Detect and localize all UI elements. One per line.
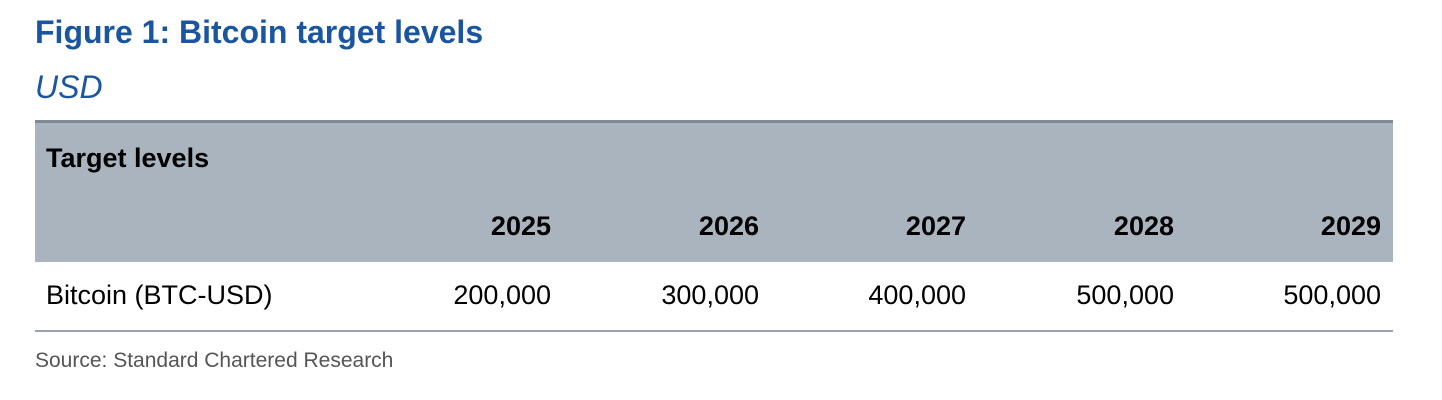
table-cell: 200,000 [453,280,551,310]
table-bottom-rule [35,330,1393,332]
row-label: Bitcoin (BTC-USD) [46,280,273,310]
column-header: 2029 [1320,211,1381,241]
column-header: 2027 [905,211,966,241]
source-note: Source: Standard Chartered Research [35,349,394,372]
table-header-band [35,120,1393,262]
table-header: Target levels [46,143,210,173]
table-cell: 400,000 [868,280,966,310]
table-cell: 500,000 [1076,280,1174,310]
column-header: 2026 [698,211,759,241]
column-header: 2028 [1113,211,1174,241]
figure-subtitle: USD [35,69,103,105]
table-cell: 500,000 [1283,280,1381,310]
column-header: 2025 [490,211,551,241]
figure-title: Figure 1: Bitcoin target levels [35,14,484,50]
table-cell: 300,000 [661,280,759,310]
